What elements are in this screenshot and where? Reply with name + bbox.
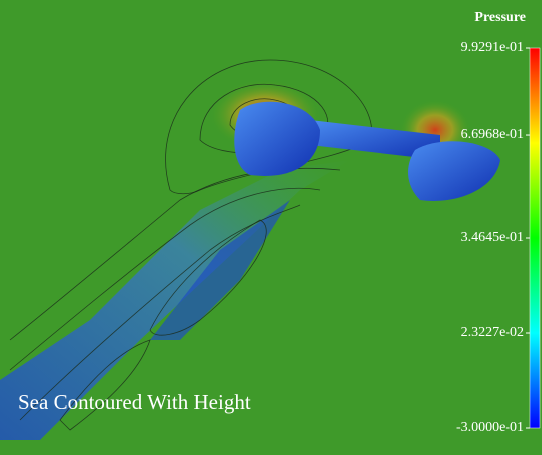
colorbar bbox=[530, 48, 540, 428]
visualization: Pressure Sea Contoured With Height 9.929… bbox=[0, 0, 542, 455]
colorbar-title: Pressure bbox=[474, 10, 526, 25]
caption: Sea Contoured With Height bbox=[18, 390, 251, 414]
colorbar-tick-label: 2.3227e-02 bbox=[461, 325, 524, 340]
colorbar-tick-label: -3.0000e-01 bbox=[456, 420, 524, 435]
colorbar-tick-label: 9.9291e-01 bbox=[461, 40, 524, 55]
colorbar-tick-label: 6.6968e-01 bbox=[461, 127, 524, 142]
colorbar-tick-label: 3.4645e-01 bbox=[461, 230, 524, 245]
